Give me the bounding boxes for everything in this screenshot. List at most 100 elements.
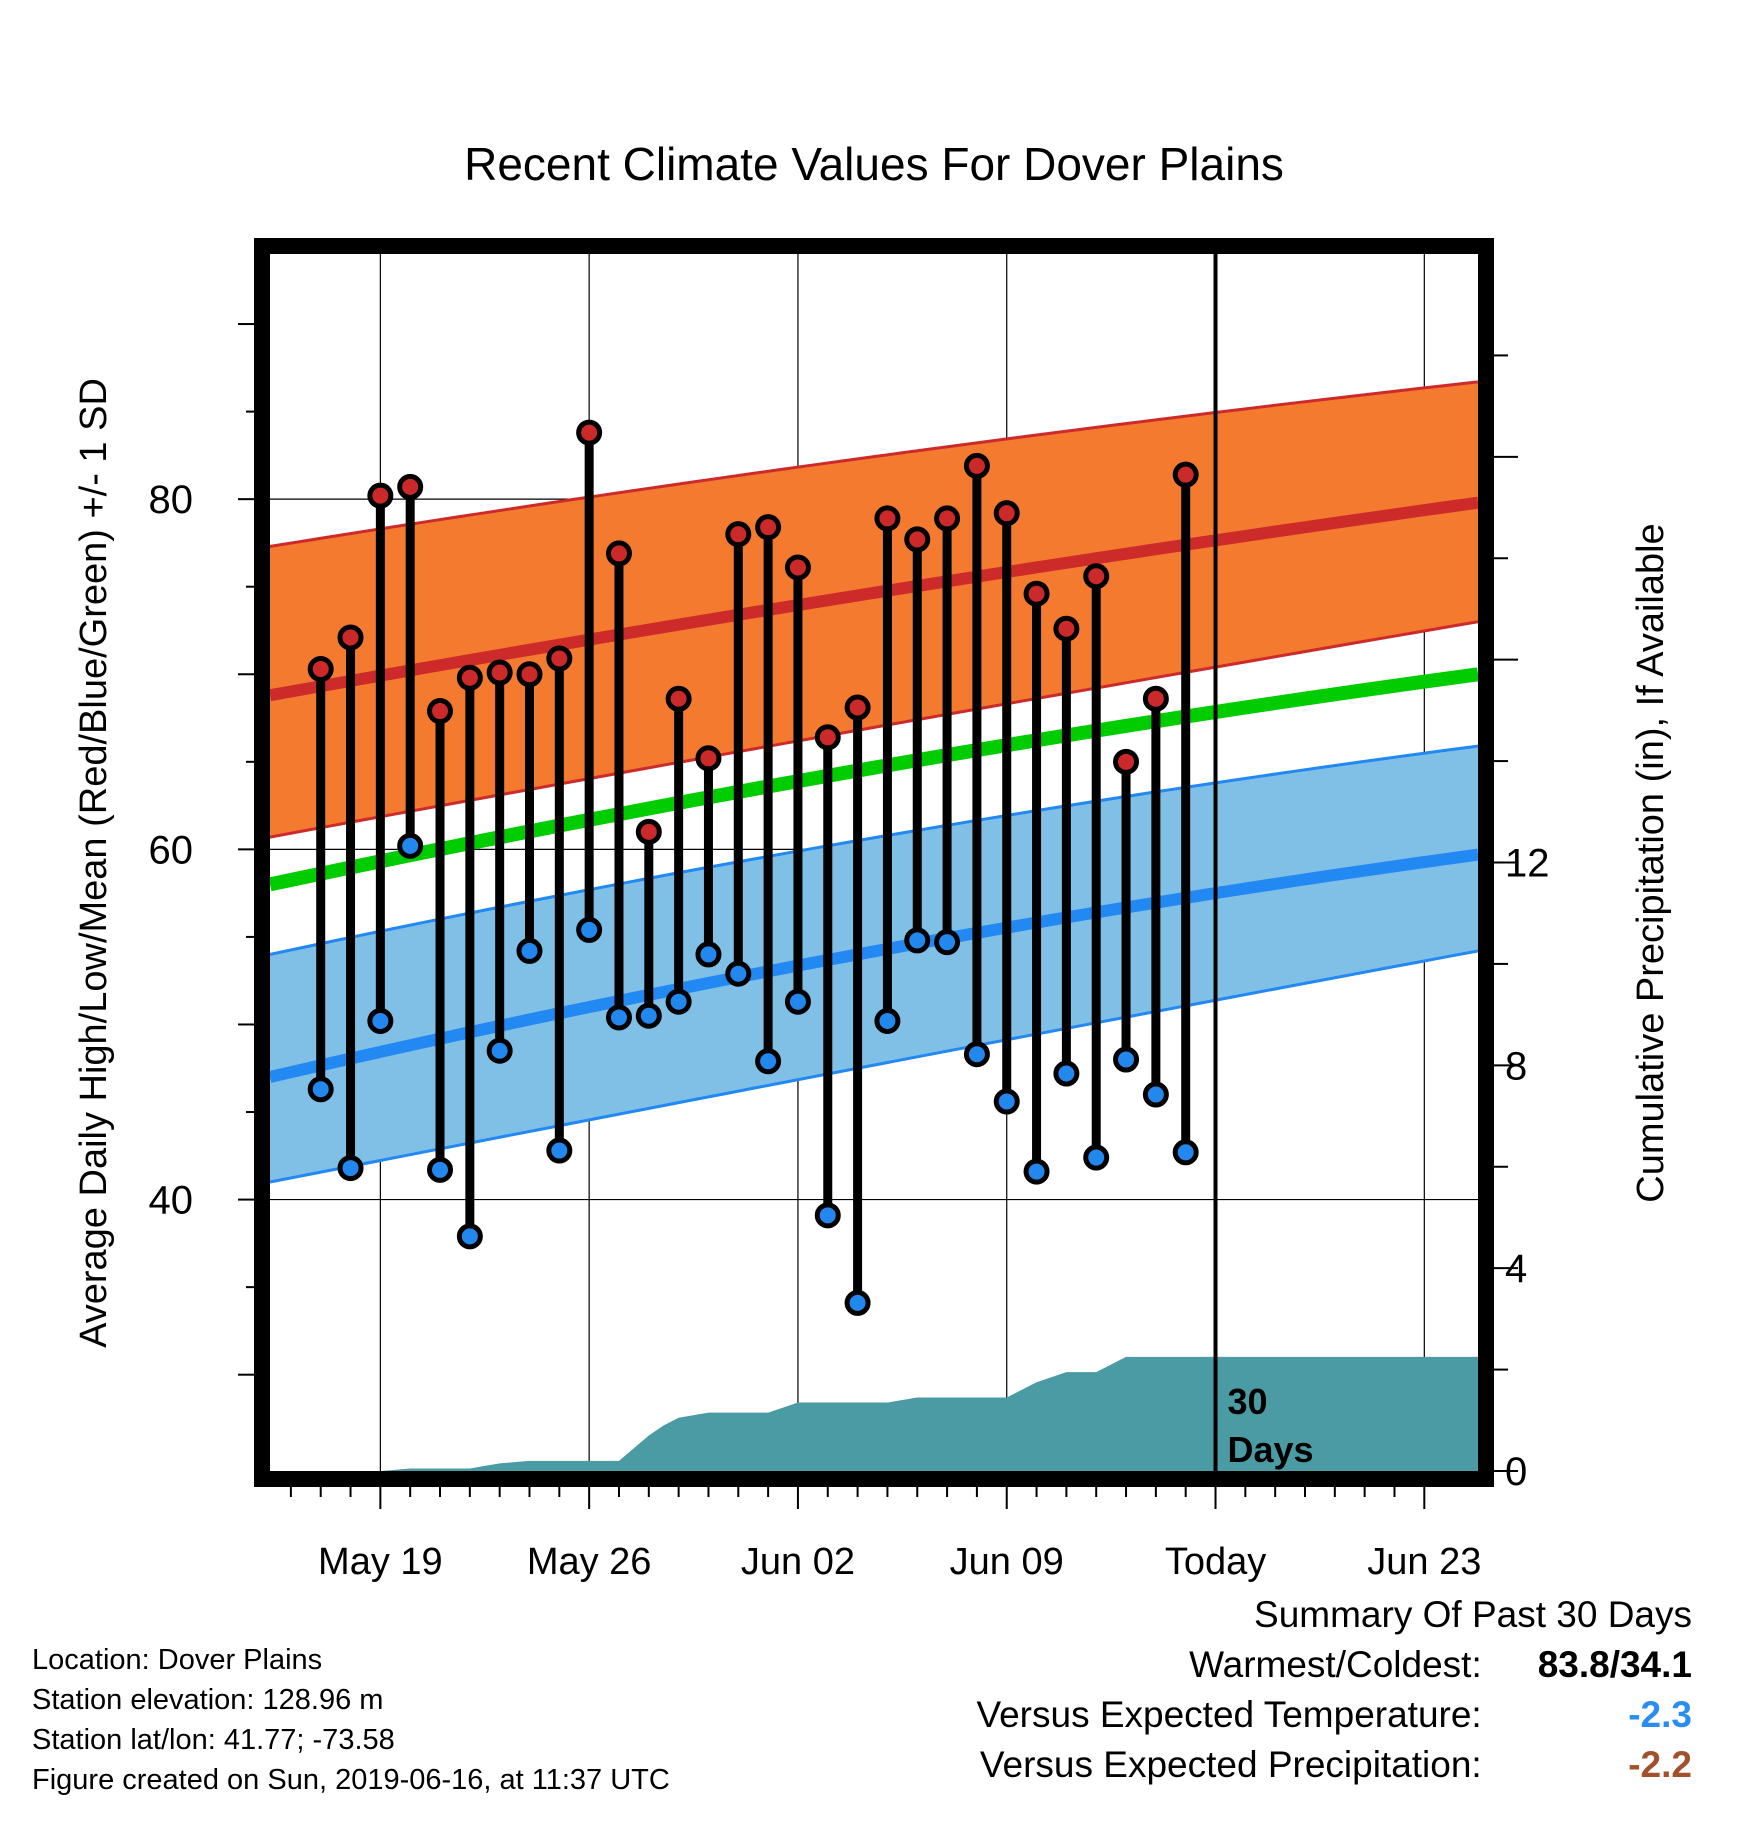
temperature-label: Versus Expected Temperature: bbox=[976, 1694, 1482, 1735]
daily-low-point bbox=[1172, 1139, 1199, 1166]
today-annotation: Days bbox=[1228, 1429, 1314, 1470]
daily-low-point bbox=[814, 1202, 841, 1229]
daily-low-point bbox=[1083, 1144, 1110, 1171]
summary-precipitation-row: Versus Expected Precipitation: -2.2 bbox=[976, 1740, 1692, 1790]
daily-low-point bbox=[576, 916, 603, 943]
daily-high-point bbox=[367, 482, 394, 509]
daily-high-point bbox=[993, 500, 1020, 527]
daily-low-point bbox=[695, 941, 722, 968]
daily-high-point bbox=[456, 664, 483, 691]
x-axis-tick-label: Today bbox=[1165, 1541, 1266, 1583]
daily-high-point bbox=[1142, 685, 1169, 712]
left-axis-tick-label: 40 bbox=[149, 1179, 194, 1223]
warmest-value: 83.8/34.1 bbox=[1537, 1644, 1692, 1685]
plot-area: 30 Days bbox=[270, 254, 1478, 1471]
daily-high-point bbox=[963, 452, 990, 479]
daily-high-point bbox=[665, 685, 692, 712]
daily-low-point bbox=[635, 1002, 662, 1029]
daily-low-point bbox=[963, 1041, 990, 1068]
daily-high-point bbox=[546, 645, 573, 672]
daily-low-point bbox=[665, 988, 692, 1015]
daily-high-point bbox=[337, 624, 364, 651]
daily-low-point bbox=[904, 927, 931, 954]
summary-warmest-row: Warmest/Coldest: 83.8/34.1 bbox=[976, 1640, 1692, 1690]
station-info: Location: Dover Plains Station elevation… bbox=[32, 1640, 670, 1800]
left-axis-label: Average Daily High/Low/Mean (Red/Blue/Gr… bbox=[73, 378, 115, 1348]
daily-high-point bbox=[576, 419, 603, 446]
warmest-label: Warmest/Coldest: bbox=[1189, 1644, 1482, 1685]
normal-high-line bbox=[270, 496, 1478, 702]
daily-low-point bbox=[307, 1076, 334, 1103]
daily-high-point bbox=[397, 473, 424, 500]
daily-high-point bbox=[904, 526, 931, 553]
daily-low-point bbox=[486, 1037, 513, 1064]
daily-low-point bbox=[725, 960, 752, 987]
right-axis-tick-label: 0 bbox=[1505, 1450, 1527, 1494]
right-axis-label: Cumulative Precipitation (in), If Availa… bbox=[1630, 523, 1672, 1202]
daily-low-point bbox=[874, 1007, 901, 1034]
daily-low-point bbox=[546, 1137, 573, 1164]
x-axis-tick-label: May 26 bbox=[527, 1541, 652, 1583]
daily-high-point bbox=[1023, 580, 1050, 607]
daily-low-point bbox=[397, 832, 424, 859]
daily-high-point bbox=[486, 659, 513, 686]
daily-high-point bbox=[1083, 563, 1110, 590]
daily-low-point bbox=[755, 1048, 782, 1075]
normal-high-band-upper-edge bbox=[270, 380, 1478, 548]
right-axis-tick-label: 4 bbox=[1505, 1247, 1527, 1291]
daily-high-point bbox=[934, 505, 961, 532]
summary-title: Summary Of Past 30 Days bbox=[1254, 1594, 1692, 1635]
daily-high-point bbox=[1113, 748, 1140, 775]
daily-low-point bbox=[605, 1004, 632, 1031]
daily-low-point bbox=[934, 929, 961, 956]
normal-low-band bbox=[270, 746, 1478, 1183]
daily-low-point bbox=[367, 1007, 394, 1034]
daily-high-point bbox=[605, 540, 632, 567]
daily-high-point bbox=[516, 661, 543, 688]
daily-high-point bbox=[635, 818, 662, 845]
daily-low-point bbox=[1113, 1046, 1140, 1073]
daily-low-point bbox=[456, 1223, 483, 1250]
location-text: Location: Dover Plains bbox=[32, 1644, 323, 1676]
daily-high-point bbox=[874, 505, 901, 532]
daily-low-point bbox=[427, 1156, 454, 1183]
daily-low-point bbox=[1023, 1158, 1050, 1185]
daily-low-point bbox=[1142, 1081, 1169, 1108]
plot-frame bbox=[254, 238, 1494, 1487]
chart-title: Recent Climate Values For Dover Plains bbox=[464, 138, 1284, 190]
daily-high-point bbox=[427, 698, 454, 725]
daily-low-point bbox=[784, 988, 811, 1015]
daily-high-point bbox=[725, 521, 752, 548]
normal-high-band bbox=[270, 381, 1478, 838]
daily-low-point bbox=[993, 1088, 1020, 1115]
daily-high-point bbox=[1053, 615, 1080, 642]
x-axis-tick-label: Jun 02 bbox=[741, 1541, 855, 1583]
elevation-text: Station elevation: 128.96 m bbox=[32, 1684, 384, 1716]
daily-high-point bbox=[1172, 461, 1199, 488]
daily-low-point bbox=[1053, 1060, 1080, 1087]
left-axis-tick-label: 80 bbox=[149, 478, 194, 522]
right-axis-tick-label: 12 bbox=[1505, 842, 1550, 886]
daily-high-point bbox=[695, 745, 722, 772]
precipitation-label: Versus Expected Precipitation: bbox=[979, 1744, 1482, 1785]
climate-chart: 30 Days 40 60 80 0 4 8 12 May 19 May 26 Jun 02 Jun 0… bbox=[73, 138, 1672, 1583]
daily-high-point bbox=[307, 656, 334, 683]
daily-low-point bbox=[516, 937, 543, 964]
daily-low-point bbox=[844, 1289, 871, 1316]
right-axis-tick-label: 8 bbox=[1505, 1044, 1527, 1088]
precipitation-value: -2.2 bbox=[1628, 1744, 1692, 1785]
daily-low-point bbox=[337, 1155, 364, 1182]
daily-high-point bbox=[844, 694, 871, 721]
summary-temperature-row: Versus Expected Temperature: -2.3 bbox=[976, 1690, 1692, 1740]
x-axis-tick-label: May 19 bbox=[318, 1541, 443, 1583]
daily-high-point bbox=[755, 514, 782, 541]
precipitation-area bbox=[270, 1356, 1478, 1471]
x-axis-tick-label: Jun 09 bbox=[950, 1541, 1064, 1583]
today-annotation: 30 bbox=[1228, 1381, 1268, 1422]
daily-high-point bbox=[784, 554, 811, 581]
latlon-text: Station lat/lon: 41.77; -73.58 bbox=[32, 1724, 395, 1756]
left-axis-tick-label: 60 bbox=[149, 828, 194, 872]
created-text: Figure created on Sun, 2019-06-16, at 11… bbox=[32, 1764, 670, 1796]
x-axis-tick-label: Jun 23 bbox=[1367, 1541, 1481, 1583]
daily-high-point bbox=[814, 724, 841, 751]
